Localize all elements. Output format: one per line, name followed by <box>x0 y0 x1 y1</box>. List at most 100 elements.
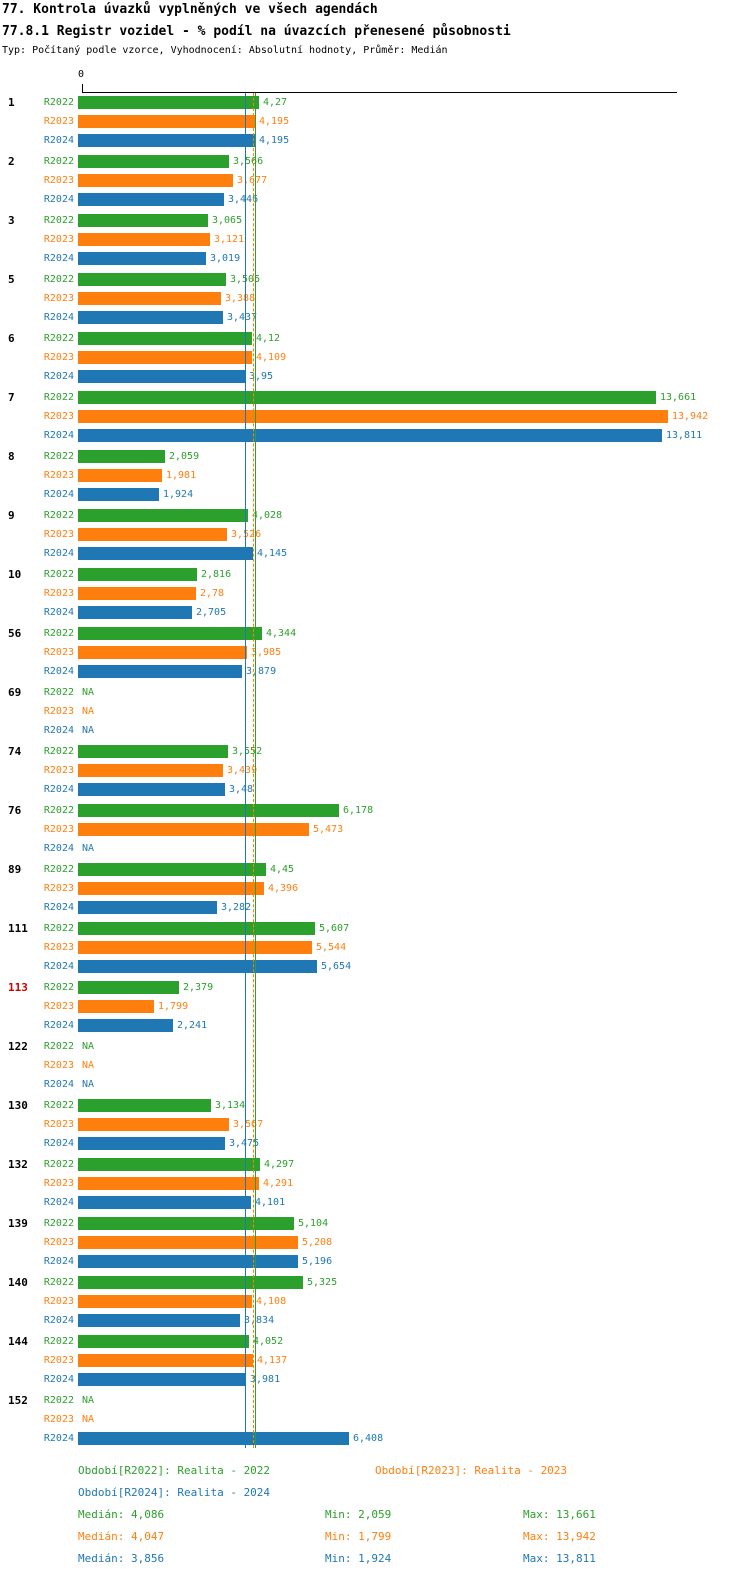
series-label: R2024 <box>43 312 74 323</box>
bar-group: 7 R2022 13,661 R2023 13,942 R2024 13,811 <box>0 388 750 445</box>
bar-row: R2022 4,12 <box>0 329 750 348</box>
bar <box>78 863 266 876</box>
series-label: R2023 <box>43 824 74 835</box>
group-label: 69 <box>8 686 22 699</box>
bar <box>78 115 255 128</box>
series-label: R2024 <box>43 1197 74 1208</box>
bar-row: R2022 5,607 <box>0 919 750 938</box>
stat-max-r2022: Max: 13,661 <box>523 1508 596 1521</box>
series-label: R2024 <box>43 1433 74 1444</box>
group-label: 6 <box>8 332 15 345</box>
bar-group: 6 R2022 4,12 R2023 4,109 R2024 3,95 <box>0 329 750 386</box>
bar-group: 10 R2022 2,816 R2023 2,78 R2024 2,705 <box>0 565 750 622</box>
bar-row: R2023 3,985 <box>0 643 750 662</box>
bar-row: R2024 2,241 <box>0 1016 750 1035</box>
bar-row: R2022 4,27 <box>0 93 750 112</box>
bar-row: R2023 3,388 <box>0 289 750 308</box>
series-label: R2022 <box>43 1277 74 1288</box>
bar-row: R2024 NA <box>0 721 750 740</box>
value-na-label: NA <box>82 1079 95 1090</box>
bar-row: R2022 2,059 <box>0 447 750 466</box>
bar-row: R2022 5,104 <box>0 1214 750 1233</box>
bar-group: 9 R2022 4,028 R2023 3,526 R2024 4,145 <box>0 506 750 563</box>
series-label: R2023 <box>43 175 74 186</box>
bar-group: 1 R2022 4,27 R2023 4,195 R2024 4,195 <box>0 93 750 150</box>
bar <box>78 528 227 541</box>
bar-group: 132 R2022 4,297 R2023 4,291 R2024 4,101 <box>0 1155 750 1212</box>
value-label: 4,27 <box>263 97 288 108</box>
bar-row: R2024 NA <box>0 839 750 858</box>
value-label: 3,95 <box>249 371 274 382</box>
value-label: 4,12 <box>256 333 281 344</box>
bar-group: 89 R2022 4,45 R2023 4,396 R2024 3,282 <box>0 860 750 917</box>
series-label: R2022 <box>43 1100 74 1111</box>
value-label: 3,282 <box>221 902 252 913</box>
series-label: R2023 <box>43 1178 74 1189</box>
legend-r2022: Období[R2022]: Realita - 2022 <box>78 1464 271 1477</box>
value-label: 5,607 <box>319 923 350 934</box>
series-label: R2023 <box>43 1119 74 1130</box>
bar-row: R2022 3,134 <box>0 1096 750 1115</box>
bar-row: R2024 3,282 <box>0 898 750 917</box>
bar-row: R2022 5,325 <box>0 1273 750 1292</box>
bar-group: 140 R2022 5,325 R2023 4,108 R2024 3,834 <box>0 1273 750 1330</box>
value-label: 1,981 <box>166 470 197 481</box>
bar <box>78 1432 349 1445</box>
series-label: R2022 <box>43 392 74 403</box>
bar <box>78 804 339 817</box>
bar-row: R2024 3,48 <box>0 780 750 799</box>
value-label: 4,145 <box>257 548 288 559</box>
bar <box>78 745 228 758</box>
value-label: 3,134 <box>215 1100 246 1111</box>
bar-group: 2 R2022 3,566 R2023 3,677 R2024 3,446 <box>0 152 750 209</box>
value-label: 13,661 <box>660 392 697 403</box>
series-label: R2022 <box>43 1218 74 1229</box>
bar <box>78 391 656 404</box>
bar-row: R2024 3,437 <box>0 308 750 327</box>
group-label: 8 <box>8 450 15 463</box>
series-label: R2023 <box>43 116 74 127</box>
group-label: 74 <box>8 745 22 758</box>
bar-row: R2022 4,052 <box>0 1332 750 1351</box>
bar-row: R2023 4,396 <box>0 879 750 898</box>
value-label: 2,241 <box>177 1020 208 1031</box>
bar-row: R2022 NA <box>0 1037 750 1056</box>
value-na-label: NA <box>82 843 95 854</box>
group-label: 130 <box>8 1099 28 1112</box>
page-title: 77. Kontrola úvazků vyplněných ve všech … <box>2 2 378 17</box>
bar <box>78 941 312 954</box>
value-label: 3,48 <box>229 784 254 795</box>
stat-median-r2023: Medián: 4,047 <box>78 1530 165 1543</box>
value-label: 4,052 <box>253 1336 284 1347</box>
value-label: 5,196 <box>302 1256 333 1267</box>
series-label: R2024 <box>43 607 74 618</box>
bar-group: 113 R2022 2,379 R2023 1,799 R2024 2,241 <box>0 978 750 1035</box>
series-label: R2023 <box>43 1237 74 1248</box>
bar-group: 152 R2022 NA R2023 NA R2024 6,408 <box>0 1391 750 1448</box>
bar <box>78 1158 260 1171</box>
value-label: 5,325 <box>307 1277 338 1288</box>
series-label: R2022 <box>43 805 74 816</box>
value-label: 5,473 <box>313 824 344 835</box>
bar <box>78 214 208 227</box>
bar <box>78 351 252 364</box>
series-label: R2024 <box>43 194 74 205</box>
bar <box>78 1217 294 1230</box>
series-label: R2024 <box>43 1079 74 1090</box>
value-label: 5,104 <box>298 1218 329 1229</box>
bar <box>78 1373 246 1386</box>
stat-max-r2024: Max: 13,811 <box>523 1552 596 1565</box>
series-label: R2024 <box>43 548 74 559</box>
bar <box>78 429 662 442</box>
value-label: 2,78 <box>200 588 225 599</box>
bar <box>78 783 225 796</box>
bar <box>78 1137 225 1150</box>
series-label: R2024 <box>43 902 74 913</box>
value-label: 4,109 <box>256 352 287 363</box>
bar-row: R2024 5,196 <box>0 1252 750 1271</box>
value-na-label: NA <box>82 725 95 736</box>
series-label: R2023 <box>43 765 74 776</box>
series-label: R2024 <box>43 253 74 264</box>
group-label: 132 <box>8 1158 28 1171</box>
group-label: 10 <box>8 568 22 581</box>
